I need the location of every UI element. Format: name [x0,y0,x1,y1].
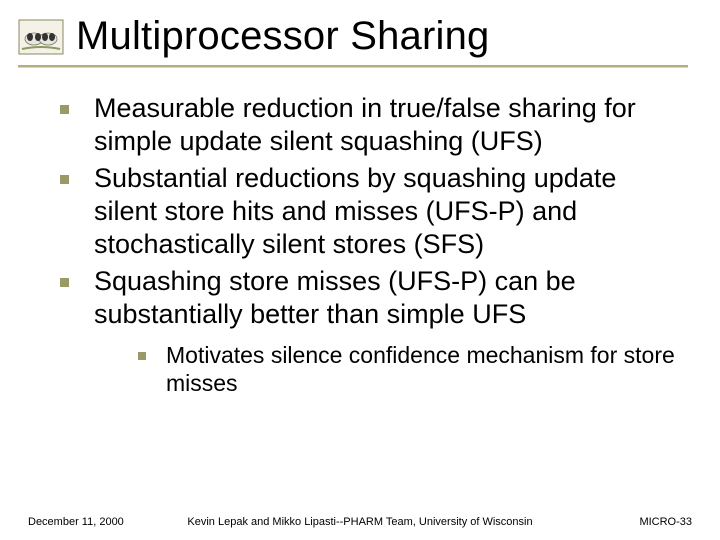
sub-bullet-item: Motivates silence confidence mechanism f… [138,341,680,397]
bullet-item: Squashing store misses (UFS-P) can be su… [60,265,680,397]
bullet-item: Substantial reductions by squashing upda… [60,162,680,261]
title-row: Multiprocessor Sharing [0,0,720,59]
logo-icon [18,19,64,55]
bullet-item: Measurable reduction in true/false shari… [60,92,680,158]
slide-title: Multiprocessor Sharing [76,14,489,59]
sub-bullet-list: Motivates silence confidence mechanism f… [138,341,680,397]
footer-date: December 11, 2000 [28,516,124,528]
bullet-text: Squashing store misses (UFS-P) can be su… [94,266,576,329]
bullet-text: Measurable reduction in true/false shari… [94,93,636,156]
bullet-text: Substantial reductions by squashing upda… [94,163,616,259]
footer-venue: MICRO-33 [639,516,692,528]
footer-attribution: Kevin Lepak and Mikko Lipasti--PHARM Tea… [187,516,532,528]
body-area: Measurable reduction in true/false shari… [0,68,720,397]
footer: December 11, 2000 Kevin Lepak and Mikko … [0,516,720,528]
slide: Multiprocessor Sharing Measurable reduct… [0,0,720,540]
bullet-list: Measurable reduction in true/false shari… [60,92,680,397]
sub-bullet-text: Motivates silence confidence mechanism f… [166,342,675,396]
